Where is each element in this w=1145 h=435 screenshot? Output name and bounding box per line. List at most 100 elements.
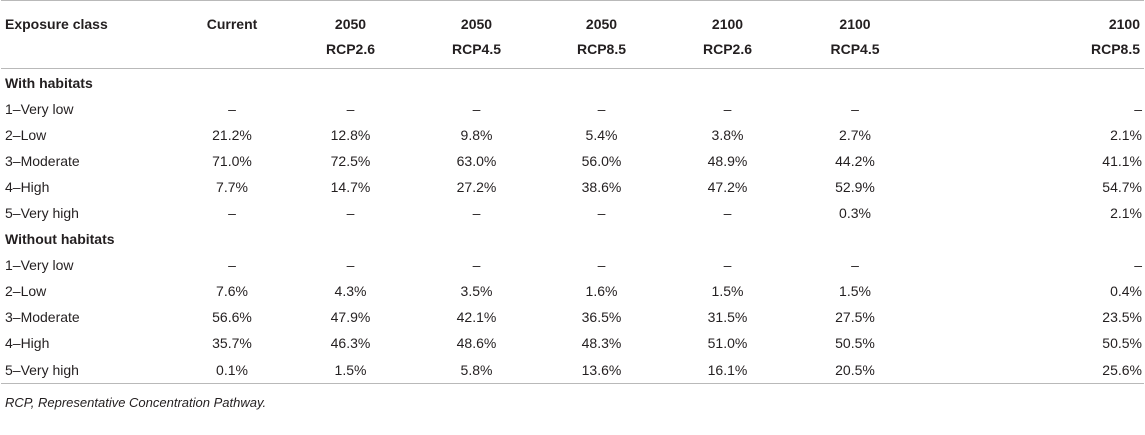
table-cell: 7.7% <box>216 179 248 195</box>
table-cell: 12.8% <box>330 127 371 143</box>
header-row-2: RCP2.6 RCP4.5 RCP8.5 RCP2.6 RCP4.5 RCP8.… <box>1 35 1144 69</box>
table-cell: 21.2% <box>212 127 252 143</box>
table-row: 5–Very high – – – – – 0.3% 2.1% <box>1 200 1144 226</box>
table-cell: 41.1% <box>1102 153 1142 169</box>
row-label: 3–Moderate <box>5 153 80 169</box>
table-cell: 71.0% <box>212 153 252 169</box>
table-cell: 48.3% <box>581 335 622 351</box>
header-2100-rcp26-year: 2100 <box>664 0 791 35</box>
table-cell: 38.6% <box>581 179 622 195</box>
table-cell: 2.7% <box>839 127 871 143</box>
table-cell: – <box>346 205 355 221</box>
row-label: 5–Very high <box>1 356 177 384</box>
table-cell: 31.5% <box>707 309 748 325</box>
header-2050-rcp26-scenario: RCP2.6 <box>287 35 414 69</box>
table-cell: – <box>723 257 732 273</box>
table-cell: 5.4% <box>585 127 618 143</box>
table-cell: – <box>597 257 606 273</box>
header-2100-rcp45-scenario: RCP4.5 <box>791 35 919 69</box>
table-cell: 35.7% <box>212 335 252 351</box>
header-2100-rcp85-scenario: RCP8.5 <box>919 35 1144 69</box>
table-cell: 1.5% <box>839 283 871 299</box>
header-2050-rcp85-year: 2050 <box>539 0 664 35</box>
table-cell: 36.5% <box>581 309 622 325</box>
header-2100-rcp85-year: 2100 <box>919 0 1144 35</box>
table-footnote: RCP, Representative Concentration Pathwa… <box>5 395 267 410</box>
table-cell: 27.5% <box>835 309 875 325</box>
header-exposure-class-line2 <box>1 35 177 69</box>
table-cell: 47.2% <box>707 179 748 195</box>
header-2050-rcp45-scenario: RCP4.5 <box>414 35 539 69</box>
table-cell: 0.4% <box>1110 283 1142 299</box>
table-cell: – <box>851 101 859 117</box>
table-cell: – <box>228 101 236 117</box>
header-current-line2 <box>177 35 287 69</box>
table-row: 4–High 35.7% 46.3% 48.6% 48.3% 51.0% 50.5% 50.5… <box>1 330 1144 356</box>
table-cell: 27.2% <box>456 179 497 195</box>
table-cell: – <box>346 101 355 117</box>
table-cell: – <box>346 257 355 273</box>
table-cell: 2.1% <box>1110 127 1142 143</box>
table-row: 3–Moderate 56.6% 47.9% 42.1% 36.5% 31.5% 27.5%… <box>1 304 1144 330</box>
exposure-table: Exposure class Current 2050 2050 2050 21… <box>1 0 1144 384</box>
table-row: 2–Low 21.2% 12.8% 9.8% 5.4% 3.8% 2.7% 2.1% <box>1 122 1144 148</box>
table-cell: 48.6% <box>456 335 497 351</box>
section-title: With habitats <box>5 75 93 91</box>
table-cell: 56.6% <box>212 309 252 325</box>
table-cell: 23.5% <box>1102 309 1142 325</box>
table-cell: – <box>723 205 732 221</box>
table-cell: 48.9% <box>707 153 748 169</box>
table-cell: – <box>472 101 481 117</box>
table-cell: – <box>472 257 481 273</box>
header-2050-rcp45-year: 2050 <box>414 0 539 35</box>
table-cell: 54.7% <box>1102 179 1142 195</box>
table-cell: – <box>228 257 236 273</box>
table-cell: 44.2% <box>835 153 875 169</box>
table-cell: 52.9% <box>835 179 875 195</box>
header-2100-rcp26-scenario: RCP2.6 <box>664 35 791 69</box>
header-exposure-class: Exposure class <box>1 0 177 35</box>
table-row: 1–Very low – – – – – – – <box>1 252 1144 278</box>
table-row: 1–Very low – – – – – – – <box>1 96 1144 122</box>
table-cell: – <box>1134 257 1142 273</box>
table-cell: 7.6% <box>216 283 248 299</box>
table-cell: – <box>1134 101 1142 117</box>
table-cell: 16.1% <box>664 356 791 384</box>
table-cell: 50.5% <box>1102 335 1142 351</box>
table-cell: 50.5% <box>835 335 875 351</box>
row-label: 5–Very high <box>5 205 79 221</box>
row-label: 3–Moderate <box>5 309 80 325</box>
table-row: 4–High 7.7% 14.7% 27.2% 38.6% 47.2% 52.9% 54.7% <box>1 174 1144 200</box>
table-cell: – <box>723 101 732 117</box>
table-row: 3–Moderate 71.0% 72.5% 63.0% 56.0% 48.9% 44.2%… <box>1 148 1144 174</box>
section-title: Without habitats <box>5 231 115 247</box>
table-cell: – <box>472 205 481 221</box>
section-header-row: With habitats <box>1 69 1144 97</box>
table-cell: 0.3% <box>839 205 871 221</box>
row-label: 1–Very low <box>5 257 74 273</box>
row-label: 4–High <box>5 335 50 351</box>
table-cell: 14.7% <box>330 179 371 195</box>
exposure-table-container: Exposure class Current 2050 2050 2050 21… <box>1 0 1144 410</box>
table-cell: – <box>597 205 606 221</box>
table-cell: 5.8% <box>414 356 539 384</box>
table-cell: 0.1% <box>177 356 287 384</box>
table-header: Exposure class Current 2050 2050 2050 21… <box>1 0 1144 69</box>
row-label: 2–Low <box>5 283 47 299</box>
row-label: 2–Low <box>5 127 47 143</box>
table-row: 2–Low 7.6% 4.3% 3.5% 1.6% 1.5% 1.5% 0.4% <box>1 278 1144 304</box>
header-2050-rcp26-year: 2050 <box>287 0 414 35</box>
table-cell: 72.5% <box>330 153 371 169</box>
table-cell: 4.3% <box>334 283 367 299</box>
table-cell: 25.6% <box>919 356 1144 384</box>
table-cell: 51.0% <box>707 335 748 351</box>
table-cell: – <box>851 257 859 273</box>
header-row-1: Exposure class Current 2050 2050 2050 21… <box>1 0 1144 35</box>
section-header-row: Without habitats <box>1 226 1144 252</box>
table-cell: 3.5% <box>460 283 493 299</box>
header-current: Current <box>177 0 287 35</box>
row-label: 1–Very low <box>5 101 74 117</box>
table-cell: 1.5% <box>287 356 414 384</box>
table-cell: 46.3% <box>330 335 371 351</box>
table-cell: 1.5% <box>711 283 744 299</box>
